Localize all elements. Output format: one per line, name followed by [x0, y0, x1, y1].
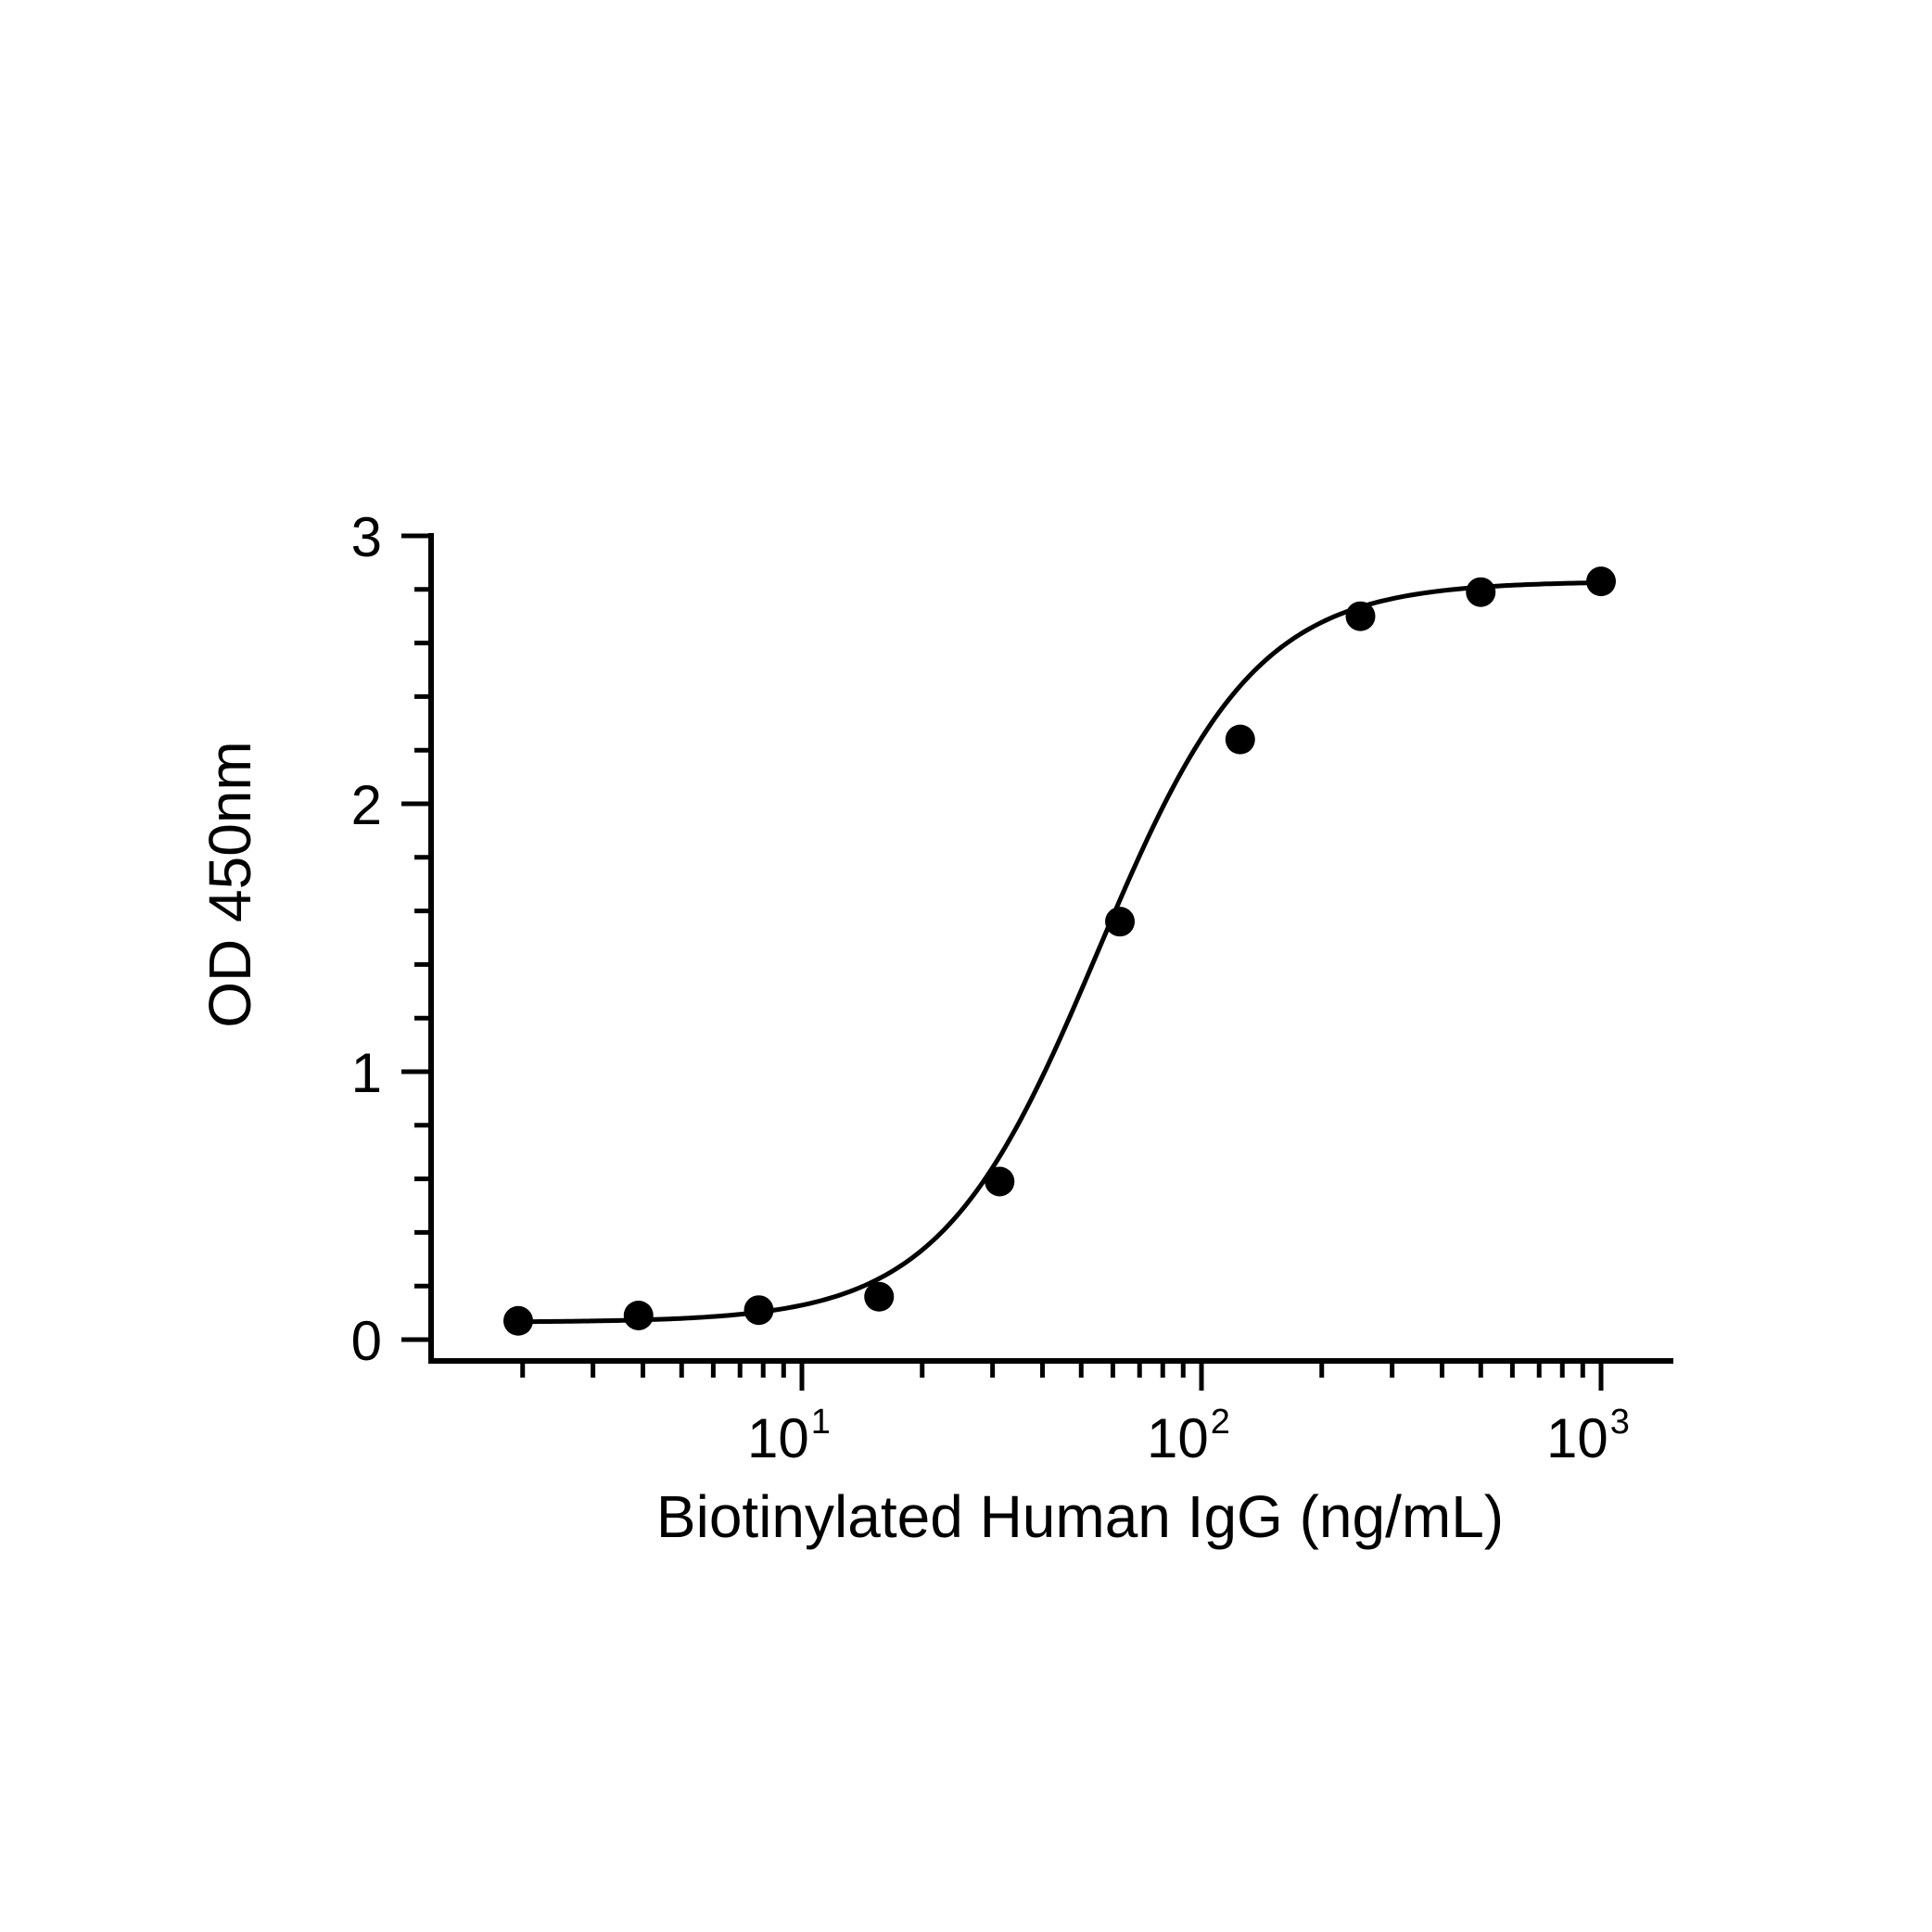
fit-curve-group — [517, 579, 1602, 1325]
x-tick-label: 102 — [1147, 1403, 1230, 1469]
y-tick-label: 1 — [351, 1042, 382, 1104]
data-point — [623, 1300, 654, 1330]
data-point — [1345, 601, 1376, 631]
axes: 0 1 2 3 101 102 103 — [351, 506, 1673, 1469]
x-tick-exponent: 2 — [1211, 1403, 1230, 1442]
y-axis-label: OD 450nm — [197, 741, 263, 1027]
data-points — [503, 566, 1616, 1336]
y-tick-label: 0 — [351, 1310, 382, 1372]
data-point — [1466, 577, 1496, 607]
fit-curve — [517, 579, 1602, 1325]
x-tick-label: 101 — [747, 1403, 831, 1469]
y-tick-label: 3 — [351, 506, 382, 568]
data-point — [1225, 724, 1255, 755]
data-point — [1105, 907, 1136, 937]
data-point — [744, 1295, 774, 1326]
y-tick-label: 2 — [351, 774, 382, 836]
data-point — [1586, 566, 1616, 597]
data-point — [864, 1281, 895, 1312]
data-point — [985, 1166, 1015, 1197]
x-tick-exponent: 3 — [1610, 1403, 1630, 1442]
data-point — [503, 1305, 534, 1336]
x-tick-label: 103 — [1546, 1403, 1630, 1469]
x-tick-exponent: 1 — [811, 1403, 831, 1442]
x-axis-label: Biotinylated Human IgG (ng/mL) — [656, 1483, 1504, 1550]
